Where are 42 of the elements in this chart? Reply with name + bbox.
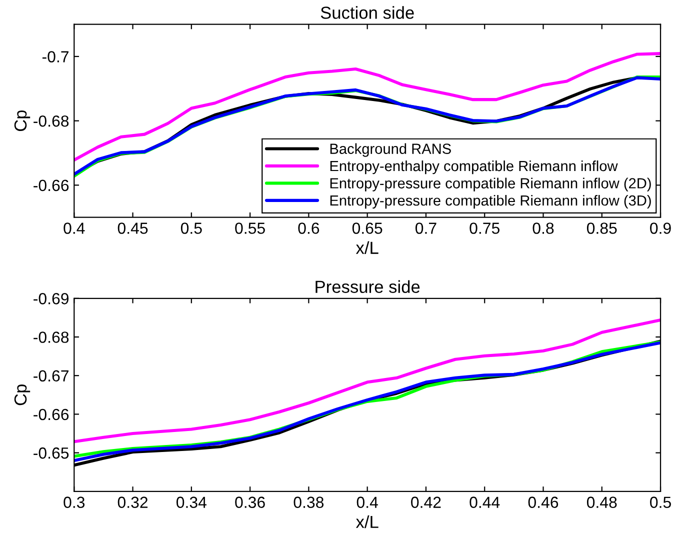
x-tick-label: 0.75	[470, 222, 500, 234]
chart-title: Suction side	[320, 6, 414, 19]
x-tick-label: 0.8	[532, 222, 554, 234]
x-tick-label: 0.7	[415, 222, 436, 234]
legend-label: Background RANS	[330, 143, 451, 157]
x-tick-label: 0.46	[528, 496, 558, 508]
y-tick-label: -0.68	[34, 115, 69, 127]
x-tick-label: 0.38	[294, 496, 324, 508]
y-tick-label: -0.67	[34, 370, 68, 382]
y-axis-title: Cp	[14, 384, 30, 406]
x-tick-label: 0.9	[650, 222, 671, 234]
line-series	[74, 318, 661, 444]
x-tick-label: 0.44	[470, 496, 500, 508]
legend-label: Entropy-enthalpy compatible Riemann inflow	[330, 160, 618, 174]
y-tick-label: -0.69	[34, 293, 69, 304]
x-tick-label: 0.48	[586, 496, 617, 508]
x-tick-label: 0.5	[650, 496, 671, 508]
line-series	[74, 52, 661, 162]
x-tick-label: 0.5	[180, 222, 202, 234]
y-tick-label: -0.68	[34, 332, 69, 343]
x-tick-label: 0.36	[235, 496, 265, 508]
x-tick-label: 0.45	[118, 222, 148, 234]
x-tick-label: 0.6	[298, 222, 320, 234]
x-axis-title: x/L	[356, 241, 378, 254]
x-tick-label: 0.42	[411, 496, 441, 508]
y-tick-label: -0.65	[34, 447, 69, 459]
x-tick-label: 0.55	[235, 222, 265, 234]
x-tick-label: 0.4	[356, 496, 378, 508]
x-tick-label: 0.85	[586, 222, 617, 234]
legend-label: Entropy-pressure compatible Riemann inflow (2D)	[330, 178, 651, 192]
x-axis-title: x/L	[356, 515, 378, 528]
x-tick-label: 0.3	[64, 496, 85, 508]
chart-title: Pressure side	[316, 280, 420, 293]
legend-label: Entropy-pressure compatible Riemann inflow (3D)	[330, 194, 651, 209]
x-tick-label: 0.4	[64, 222, 85, 234]
y-tick-label: -0.66	[34, 408, 69, 420]
y-tick-label: -0.7	[42, 51, 68, 62]
x-tick-label: 0.34	[176, 496, 206, 508]
x-tick-label: 0.65	[352, 222, 382, 234]
y-tick-label: -0.66	[34, 180, 69, 192]
x-tick-label: 0.32	[118, 496, 148, 508]
y-axis-title: Cp	[14, 110, 30, 132]
